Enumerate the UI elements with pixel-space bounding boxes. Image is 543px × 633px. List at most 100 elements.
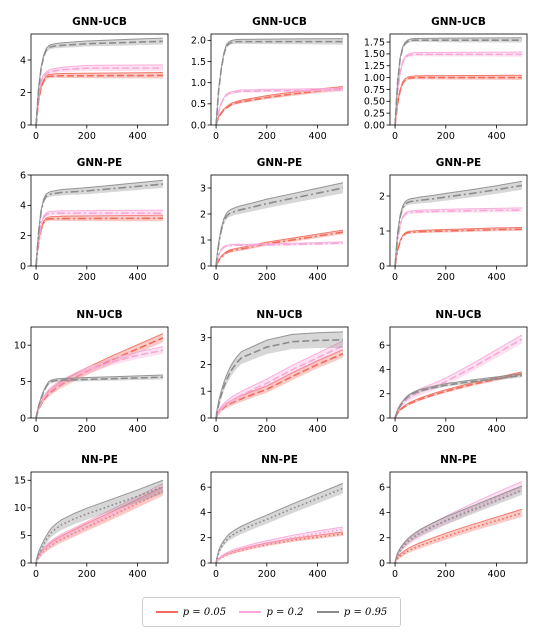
plot-area	[35, 37, 163, 125]
legend-swatch	[155, 611, 178, 613]
x-tick-label: 0	[33, 131, 39, 142]
series-line-3	[35, 376, 163, 418]
band-upper-edge-2	[394, 207, 522, 266]
confidence-band-2	[36, 210, 163, 266]
subplot-4: GNN-PE 0 200 400 0 2 4 6	[20, 157, 169, 283]
series-line-2	[35, 212, 163, 266]
x-tick-label: 200	[78, 131, 96, 142]
band-upper-edge-2	[215, 340, 344, 417]
y-tick-label: 2	[20, 88, 26, 99]
x-tick-label: 200	[78, 424, 96, 435]
y-tick-label: 2	[200, 209, 206, 220]
y-tick-label: 1.5	[191, 57, 206, 68]
x-tick-label: 400	[308, 424, 326, 435]
subplot-6: GNN-PE 0 200 400 0 1 2	[379, 157, 528, 283]
confidence-band-2	[36, 64, 163, 125]
band-upper-edge-1	[394, 508, 523, 562]
y-tick-label: 4	[379, 508, 385, 519]
series-line-3	[394, 39, 522, 125]
plot-area	[394, 37, 522, 125]
series-line-3	[394, 184, 523, 266]
x-tick-label: 400	[308, 131, 326, 142]
series-line-1	[394, 228, 522, 266]
x-tick-label: 0	[392, 272, 398, 283]
confidence-band-3	[216, 483, 343, 563]
x-tick-label: 0	[392, 424, 398, 435]
subplot-title: GNN-PE	[257, 157, 302, 169]
series-line-1	[215, 533, 344, 563]
subplot-5: GNN-PE 0 200 400 0 1 2 3	[200, 157, 349, 283]
y-tick-label: 6	[200, 482, 206, 493]
band-upper-edge-1	[394, 227, 522, 266]
subplot-12: NN-PE 0 200 400 0 2 4 6	[379, 454, 528, 580]
subplot-title: GNN-UCB	[252, 16, 307, 28]
legend-label: p = 0.95	[343, 606, 388, 618]
confidence-band-1	[36, 333, 163, 418]
series-line-2	[35, 349, 164, 418]
confidence-band-2	[216, 340, 343, 418]
confidence-band-2	[395, 207, 522, 266]
series-line-2	[215, 528, 344, 563]
axes-frame	[210, 471, 349, 564]
plot-area	[35, 479, 164, 563]
y-tick-label: 0	[379, 261, 385, 272]
subplot-title: NN-PE	[440, 454, 477, 466]
y-tick-label: 4	[20, 55, 26, 66]
band-upper-edge-1	[35, 72, 163, 124]
x-tick-label: 0	[213, 424, 219, 435]
confidence-band-1	[36, 72, 163, 125]
series-line-3	[215, 339, 343, 418]
legend: p = 0.05 p = 0.2 p = 0.95	[142, 597, 401, 627]
confidence-band-1	[395, 227, 522, 266]
series-line-3	[215, 187, 344, 266]
band-upper-edge-3	[35, 479, 164, 561]
confidence-band-3	[216, 182, 343, 266]
band-upper-edge-2	[215, 526, 344, 563]
subplot-10: NN-PE 0 200 400 0 5 10 15	[14, 454, 169, 580]
x-tick-label: 200	[437, 131, 455, 142]
y-tick-label: 0.25	[364, 108, 385, 119]
x-tick-label: 0	[33, 272, 39, 283]
band-upper-edge-3	[394, 37, 522, 125]
y-tick-label: 10	[14, 503, 26, 514]
x-tick-label: 400	[487, 131, 505, 142]
plot-area	[215, 182, 344, 266]
legend-swatch	[239, 611, 262, 613]
confidence-band-3	[395, 485, 522, 563]
confidence-band-1	[216, 349, 343, 418]
legend-item-p02: p = 0.2	[239, 606, 304, 618]
plot-area	[215, 38, 344, 125]
y-tick-label: 4	[20, 201, 26, 212]
subplot-title: NN-PE	[81, 454, 118, 466]
x-tick-label: 200	[258, 131, 276, 142]
x-tick-label: 200	[78, 272, 96, 283]
x-tick-label: 0	[213, 131, 219, 142]
legend-label: p = 0.2	[266, 606, 304, 618]
confidence-band-2	[216, 526, 343, 563]
y-tick-label: 0	[20, 558, 26, 569]
confidence-band-3	[395, 37, 522, 125]
subplot-9: NN-UCB 0 200 400 0 2 4 6	[379, 309, 528, 435]
y-tick-label: 0	[200, 413, 206, 424]
series-line-3	[215, 40, 343, 125]
x-tick-label: 0	[213, 272, 219, 283]
confidence-band-3	[36, 38, 163, 125]
y-tick-label: 5	[20, 531, 26, 542]
subplot-11: NN-PE 0 200 400 0 2 4 6	[200, 454, 349, 580]
x-tick-label: 400	[128, 272, 146, 283]
x-tick-label: 200	[258, 569, 276, 580]
y-tick-label: 3	[200, 183, 206, 194]
series-line-3	[215, 487, 344, 563]
series-line-1	[35, 490, 164, 563]
y-tick-label: 0	[20, 261, 26, 272]
band-upper-edge-1	[394, 74, 522, 125]
confidence-band-1	[395, 75, 522, 125]
confidence-band-1	[36, 486, 163, 563]
band-upper-edge-3	[394, 485, 523, 562]
y-tick-label: 5	[20, 377, 26, 388]
axes-frame	[210, 33, 349, 126]
x-tick-label: 400	[308, 272, 326, 283]
y-tick-label: 15	[14, 476, 26, 487]
confidence-band-2	[395, 52, 522, 125]
series-line-2	[215, 242, 343, 266]
